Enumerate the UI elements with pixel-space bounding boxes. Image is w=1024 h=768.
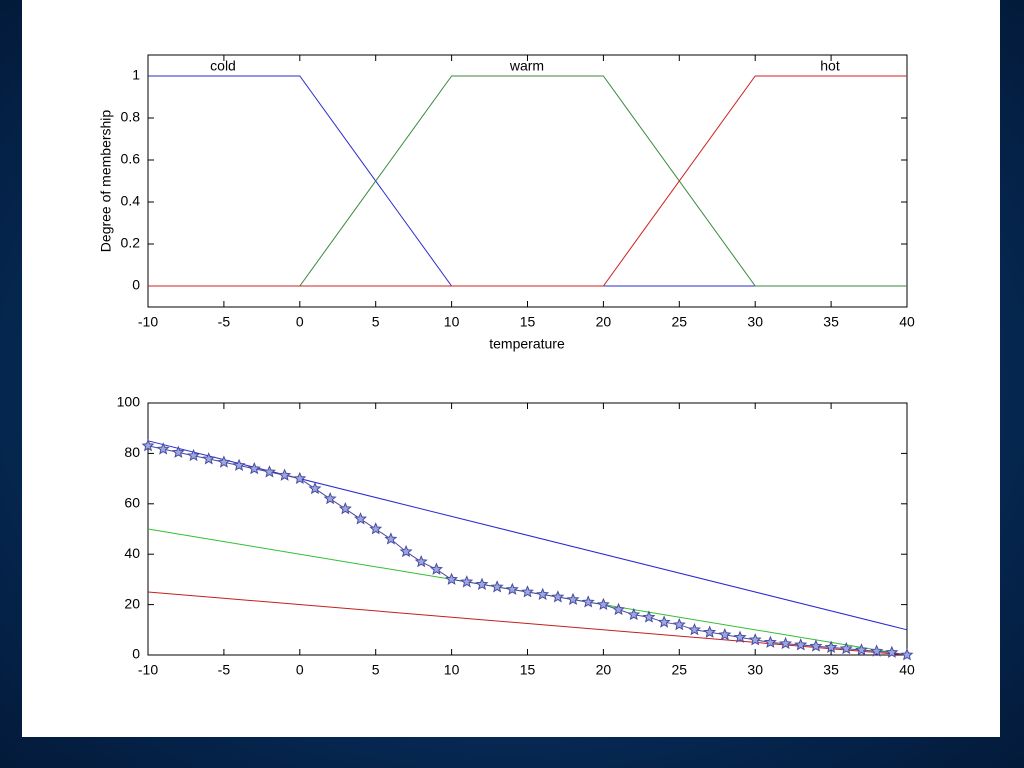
y-tick-label: 0 bbox=[132, 646, 140, 662]
x-tick-label: 0 bbox=[296, 662, 304, 678]
star-marker bbox=[490, 580, 504, 593]
star-marker bbox=[763, 635, 777, 648]
x-tick-label: 25 bbox=[672, 662, 688, 678]
x-tick-label: 10 bbox=[444, 662, 460, 678]
x-tick-label: -5 bbox=[218, 314, 231, 330]
star-marker bbox=[839, 641, 853, 655]
star-marker bbox=[308, 481, 322, 495]
star-marker bbox=[202, 452, 216, 465]
star-marker bbox=[657, 615, 671, 628]
star-marker bbox=[794, 638, 808, 651]
y-tick-label: 1 bbox=[132, 67, 140, 83]
y-tick-label: 0 bbox=[132, 277, 140, 293]
star-marker bbox=[885, 645, 899, 658]
star-marker bbox=[141, 439, 155, 452]
x-tick-label: 40 bbox=[899, 662, 915, 678]
star-marker bbox=[703, 625, 717, 638]
star-marker bbox=[870, 644, 884, 657]
membership-label: cold bbox=[210, 58, 236, 74]
star-marker bbox=[338, 501, 352, 515]
star-marker bbox=[354, 512, 368, 525]
x-tick-label: 35 bbox=[823, 314, 839, 330]
x-tick-label: -10 bbox=[138, 662, 158, 678]
x-tick-label: 15 bbox=[520, 314, 536, 330]
star-marker bbox=[521, 585, 534, 598]
star-marker bbox=[733, 630, 747, 643]
star-marker bbox=[687, 622, 701, 636]
star-marker bbox=[854, 643, 868, 656]
star-marker bbox=[369, 522, 383, 535]
x-tick-label: 30 bbox=[747, 314, 763, 330]
star-marker bbox=[399, 544, 413, 558]
star-marker bbox=[718, 627, 732, 641]
star-marker bbox=[672, 618, 686, 631]
x-tick-label: 5 bbox=[372, 314, 380, 330]
star-marker bbox=[809, 639, 823, 652]
series-line bbox=[148, 75, 907, 287]
star-marker bbox=[551, 590, 565, 603]
y-tick-label: 0.4 bbox=[121, 193, 141, 209]
y-tick-label: 0.8 bbox=[121, 109, 141, 125]
star-marker bbox=[429, 562, 443, 575]
star-marker bbox=[627, 607, 641, 621]
x-tick-label: 20 bbox=[596, 662, 612, 678]
star-marker bbox=[536, 587, 550, 601]
series-line bbox=[147, 440, 908, 631]
star-marker bbox=[187, 448, 201, 462]
x-tick-label: 30 bbox=[747, 662, 763, 678]
star-marker bbox=[293, 471, 307, 485]
x-tick-label: -10 bbox=[138, 314, 158, 330]
star-marker bbox=[323, 491, 337, 505]
x-axis-label: temperature bbox=[489, 336, 565, 352]
y-axis-label: Degree of membership bbox=[98, 110, 114, 253]
star-marker bbox=[232, 458, 246, 471]
x-tick-label: 0 bbox=[296, 314, 304, 330]
star-marker bbox=[748, 633, 762, 646]
x-tick-label: 25 bbox=[672, 314, 688, 330]
star-marker bbox=[445, 572, 459, 585]
star-marker bbox=[384, 532, 398, 545]
star-marker bbox=[596, 597, 610, 611]
star-marker bbox=[612, 602, 626, 616]
star-marker bbox=[171, 445, 185, 458]
star-marker bbox=[278, 468, 292, 481]
y-tick-label: 0.2 bbox=[121, 235, 141, 251]
x-tick-label: 35 bbox=[823, 662, 839, 678]
star-marker bbox=[824, 640, 838, 653]
x-tick-label: 20 bbox=[596, 314, 612, 330]
membership-label: hot bbox=[820, 58, 840, 74]
star-marker bbox=[247, 461, 261, 475]
y-tick-label: 40 bbox=[124, 545, 140, 561]
star-marker bbox=[475, 577, 489, 590]
y-tick-label: 0.6 bbox=[121, 151, 141, 167]
x-tick-label: -5 bbox=[218, 662, 231, 678]
star-marker bbox=[505, 582, 519, 595]
y-tick-label: 100 bbox=[117, 394, 141, 410]
star-marker bbox=[900, 648, 914, 661]
y-tick-label: 60 bbox=[124, 495, 140, 511]
star-marker bbox=[566, 592, 580, 606]
y-tick-label: 20 bbox=[124, 595, 140, 611]
star-marker bbox=[779, 636, 793, 650]
star-marker bbox=[262, 465, 276, 478]
star-marker bbox=[156, 442, 170, 455]
x-tick-label: 40 bbox=[899, 314, 915, 330]
star-marker bbox=[581, 595, 595, 608]
plot-area bbox=[147, 402, 908, 656]
star-marker bbox=[642, 610, 656, 623]
membership-label: warm bbox=[509, 58, 544, 74]
star-marker bbox=[460, 575, 474, 588]
y-tick-label: 80 bbox=[124, 444, 140, 460]
series-line bbox=[147, 591, 908, 656]
x-tick-label: 10 bbox=[444, 314, 460, 330]
x-tick-label: 5 bbox=[372, 662, 380, 678]
x-tick-label: 15 bbox=[520, 662, 536, 678]
plot-area bbox=[147, 54, 908, 308]
star-marker bbox=[217, 455, 231, 468]
star-marker bbox=[414, 554, 428, 568]
